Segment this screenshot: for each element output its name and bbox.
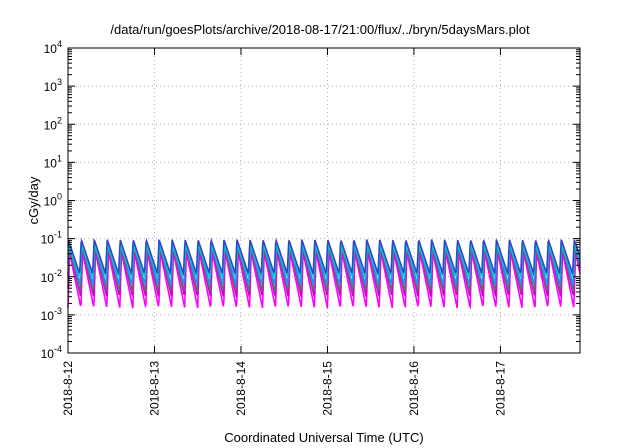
y-tick-label: 104 — [44, 39, 62, 56]
x-axis-label: Coordinated Universal Time (UTC) — [224, 430, 423, 445]
series-line-5 — [67, 241, 581, 279]
y-tick-label: 101 — [44, 153, 62, 170]
y-tick-label: 102 — [44, 115, 62, 132]
series-line-4 — [67, 240, 581, 287]
x-tick-label: 2018-8-14 — [234, 361, 248, 416]
grid — [68, 48, 580, 353]
y-tick-label: 103 — [44, 77, 62, 94]
y-tick-label: 10-1 — [41, 230, 62, 247]
series-line-3 — [67, 244, 581, 294]
x-tick-label: 2018-8-13 — [147, 361, 161, 416]
series-layer — [67, 237, 581, 310]
series-line-1 — [67, 250, 581, 310]
x-tick-label: 2018-8-12 — [61, 361, 75, 416]
y-axis: 10-4 10-3 10-2 10-1 100 101 102 103 104 — [41, 39, 580, 361]
x-tick-label: 2018-8-17 — [493, 361, 507, 416]
chart-title: /data/run/goesPlots/archive/2018-08-17/2… — [110, 22, 530, 37]
y-tick-label: 100 — [44, 192, 62, 209]
x-tick-label: 2018-8-16 — [407, 361, 421, 416]
y-tick-label: 10-4 — [41, 344, 62, 361]
y-axis-label: cGy/day — [26, 176, 41, 224]
x-axis: 2018-8-12 2018-8-13 2018-8-14 2018-8-15 2018… — [61, 48, 507, 416]
series-line-6 — [67, 237, 581, 277]
y-tick-label: 10-3 — [41, 306, 62, 323]
x-tick-label: 2018-8-15 — [320, 361, 334, 416]
y-tick-label: 10-2 — [41, 268, 62, 285]
